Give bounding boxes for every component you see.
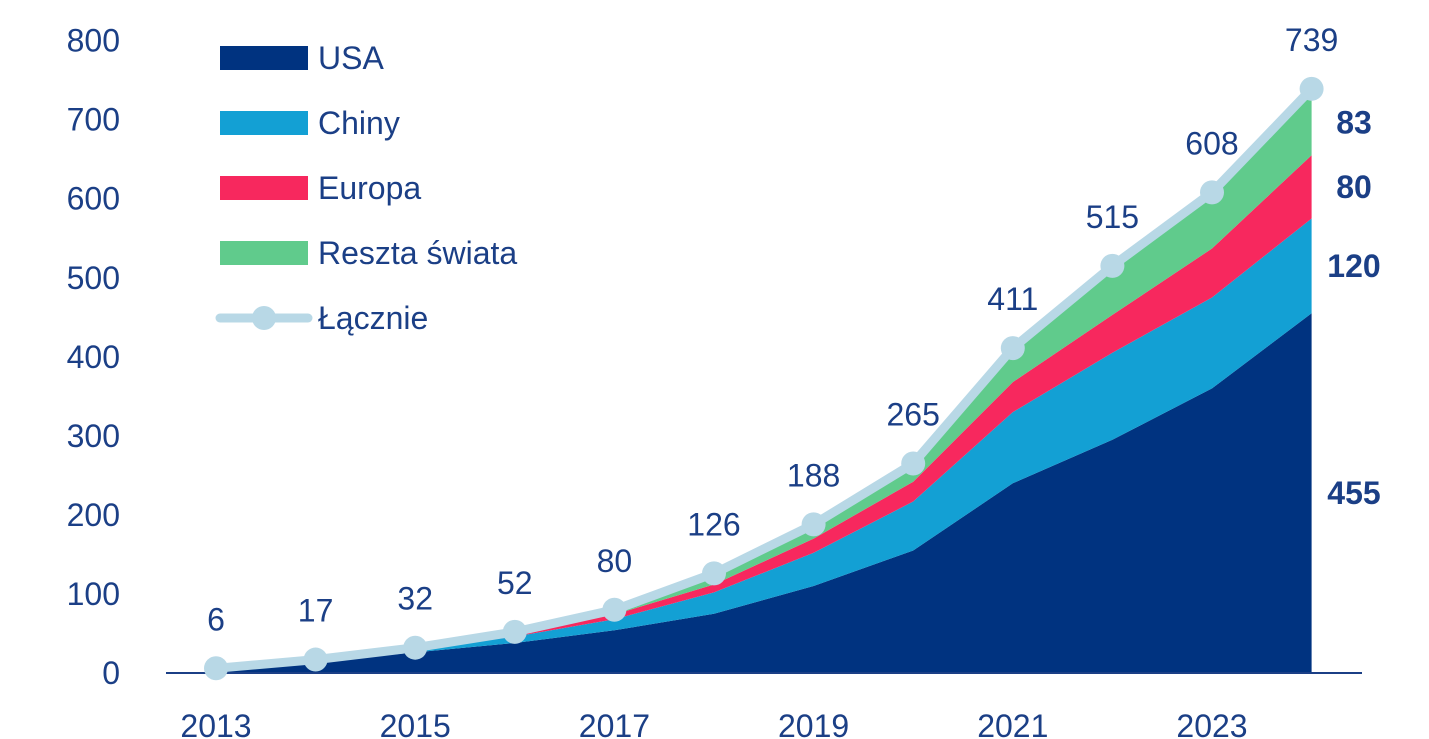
x-tick-label: 2023 [1176, 708, 1247, 739]
end-label-usa: 455 [1327, 475, 1380, 511]
total-point [303, 647, 328, 672]
y-tick-label: 400 [67, 339, 120, 375]
total-point [602, 597, 627, 622]
legend: USA Chiny Europa Reszta świata Łącznie [215, 40, 517, 336]
total-data-label: 32 [397, 581, 433, 617]
legend-label: Reszta świata [318, 235, 517, 271]
total-point [1200, 180, 1224, 205]
total-point [901, 451, 926, 476]
area-chiny [216, 218, 1312, 669]
total-data-label: 52 [497, 565, 533, 601]
total-point [502, 619, 527, 644]
total-data-label: 126 [687, 506, 740, 542]
total-data-labels: 6 17 32 52 80 126 188 265 411 515 608 739 [207, 22, 1338, 637]
legend-label: Europa [318, 170, 421, 206]
total-data-label: 515 [1086, 199, 1139, 235]
total-data-label: 608 [1185, 125, 1238, 161]
total-point [403, 635, 428, 660]
x-axis-tick-labels: 2013 2015 2017 2019 2021 2023 [180, 708, 1247, 739]
total-point [801, 512, 826, 537]
legend-label: Chiny [318, 105, 400, 141]
total-point [204, 656, 228, 681]
end-label-reszta-świata: 83 [1336, 104, 1372, 140]
total-data-label: 411 [987, 281, 1038, 317]
total-point [1000, 336, 1025, 361]
y-tick-label: 600 [67, 181, 120, 217]
y-axis-tick-labels: 0 100 200 300 400 500 600 700 800 [67, 23, 120, 691]
y-tick-label: 700 [67, 102, 120, 138]
total-data-label: 265 [887, 397, 940, 433]
total-data-label: 6 [207, 601, 225, 637]
x-tick-label: 2017 [579, 708, 650, 739]
area-europa [216, 155, 1312, 669]
legend-swatch [220, 111, 308, 135]
total-data-label: 80 [597, 543, 633, 579]
area-usa [216, 313, 1312, 673]
total-data-label: 188 [787, 457, 840, 493]
y-tick-label: 200 [67, 497, 120, 533]
x-tick-label: 2013 [180, 708, 251, 739]
y-tick-label: 0 [102, 655, 120, 691]
end-label-europa: 80 [1336, 169, 1372, 205]
total-data-label: 739 [1285, 22, 1338, 58]
legend-swatch [220, 46, 308, 70]
legend-label: USA [318, 40, 384, 76]
legend-swatch [220, 176, 308, 200]
x-tick-label: 2015 [380, 708, 451, 739]
total-point [1299, 76, 1324, 101]
x-tick-label: 2019 [778, 708, 849, 739]
total-series [204, 76, 1324, 681]
total-data-label: 17 [298, 593, 334, 629]
total-line [211, 84, 1317, 673]
total-point [702, 561, 726, 586]
legend-swatch [220, 241, 308, 265]
y-tick-label: 300 [67, 418, 120, 454]
total-point [1100, 253, 1125, 278]
x-tick-label: 2021 [977, 708, 1048, 739]
legend-marker [252, 306, 276, 330]
legend-label: Łącznie [318, 300, 428, 336]
end-label-chiny: 120 [1327, 248, 1380, 284]
y-tick-label: 100 [67, 576, 120, 612]
y-tick-label: 800 [67, 23, 120, 59]
y-tick-label: 500 [67, 260, 120, 296]
end-value-labels: 455 120 80 83 [1327, 104, 1380, 511]
